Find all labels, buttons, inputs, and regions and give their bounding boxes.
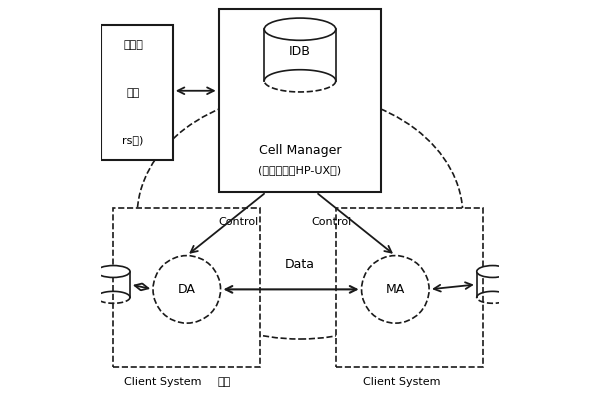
Text: MA: MA xyxy=(386,283,405,296)
Text: Data: Data xyxy=(285,258,315,272)
Circle shape xyxy=(362,256,429,323)
Ellipse shape xyxy=(264,18,336,40)
Circle shape xyxy=(153,256,221,323)
Bar xyxy=(101,25,173,160)
Text: IDB: IDB xyxy=(289,44,311,58)
Text: rs上): rs上) xyxy=(122,136,144,146)
Text: Control: Control xyxy=(311,217,352,227)
Text: DA: DA xyxy=(178,283,196,296)
Ellipse shape xyxy=(477,266,509,278)
Bar xyxy=(113,208,260,367)
Text: 网络: 网络 xyxy=(218,377,231,387)
Text: 内网: 内网 xyxy=(127,88,140,98)
Text: Control: Control xyxy=(218,217,259,227)
Bar xyxy=(218,9,382,192)
Text: Client System: Client System xyxy=(362,377,440,387)
Text: Cell Manager: Cell Manager xyxy=(259,144,341,157)
Text: (安装在内网HP-UX上): (安装在内网HP-UX上) xyxy=(259,165,341,175)
Text: Client System: Client System xyxy=(124,377,202,387)
Text: 面组件: 面组件 xyxy=(123,40,143,50)
Bar xyxy=(336,208,483,367)
Ellipse shape xyxy=(97,266,130,278)
